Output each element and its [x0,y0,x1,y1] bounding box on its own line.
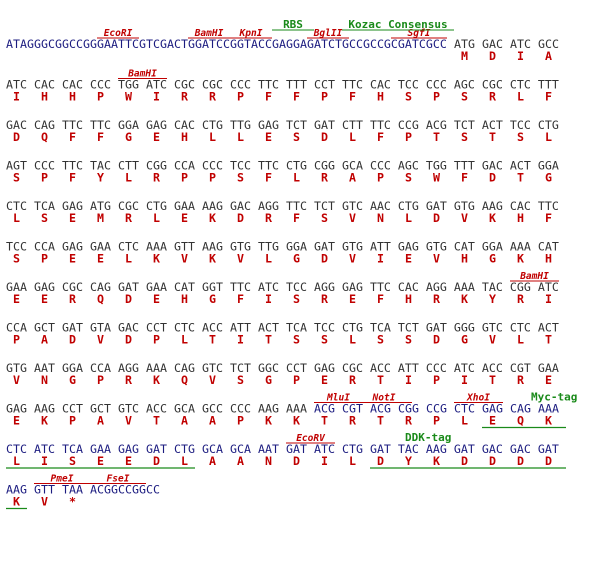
site-label: NotI [372,393,396,404]
site-label: KpnI [239,28,263,39]
site-label: XhoI [466,393,490,404]
translation: E E R Q D E H G F I S R E F H R K Y R I [13,292,559,306]
site-label: BglII [313,28,343,39]
sequence: AGT CCC TTC TAC CTT CGG CCA CCC TCC TTC … [6,159,559,173]
sequence: CCA GCT GAT GTA GAC CCT CTC ACC ATT ACT … [6,321,559,335]
sequence: AAG GTT TAA ACGGCCGGCC [6,483,160,497]
site-label: SgfI [408,28,431,39]
translation: L I S E E D L A A N D I L D Y K D D D D [13,454,559,468]
sequence: GAC CAG TTC TTC GGA GAG CAC CTG TTG GAG … [6,118,559,132]
translation: I H H P W I R R P F F P F H S P S R L F [13,90,559,104]
site-label: EcoRV [296,433,326,444]
site-label: PmeI [51,474,74,485]
sequence: GAG AAG CCT GCT GTC ACC GCA GCC CCC AAG … [6,402,307,416]
translation: S P E E L K V K V L G D V I E V H G K H [13,252,559,266]
translation: L S E M R L E K D R F S V N L D V K H F [13,211,559,225]
sequence: ATC CAC CAC CCC TGG ATC CGC CGC CCC TTC … [6,78,559,92]
site-label: FseI [107,474,130,485]
sequence: CTC ATC TCA GAA GAG GAT CTG GCA GCA AAT … [6,442,559,456]
translation: K V * [13,495,83,509]
sequence: GTG AAT GGA CCA AGG AAA CAG GTC TCT GGC … [6,361,559,375]
translation: S P F Y L R P P S F L R A P S W F D T G [13,171,559,185]
sequence: TCC CCA GAG GAA CTC AAA GTT AAG GTG TTG … [6,240,559,254]
site-label: BamHI [194,28,224,39]
sequence: CTC TCA GAG ATG CGC CTG GAA AAG GAC AGG … [6,199,559,213]
translation: M D I A [461,49,559,63]
sequence: ATG GAC ATC GCC [454,37,559,51]
sequence: ACG CGT ACG CGG CCG CTC GAG CAG AAA [314,402,559,416]
feature-label: RBS [283,18,303,31]
translation: E K P A V T A A P K K T R T R P L E Q K [13,414,559,428]
site-label: EcoRI [104,28,133,39]
site-label: BamHI [519,271,549,282]
sequence: GAA GAG CGC CAG GAT GAA CAT GGT TTC ATC … [6,280,559,294]
translation: D Q F F G E H L L E S D L F P T S T S L [13,130,559,144]
site-label: BamHI [127,69,157,80]
feature-label: Kozac Consensus [348,18,447,31]
site-label: MluI [326,393,350,404]
translation: P A D V D P L T I T S S L S S D G V L T [13,333,559,347]
feature-label: DDK-tag [405,431,451,444]
feature-label: Myc-tag [531,391,577,404]
translation: V N G P R K Q V S G P E R T I P I T R E [13,373,559,387]
sequence: ATAGGGCGGCCGGGAATTCGTCGACTGGATCCGGTACCGA… [6,37,447,51]
